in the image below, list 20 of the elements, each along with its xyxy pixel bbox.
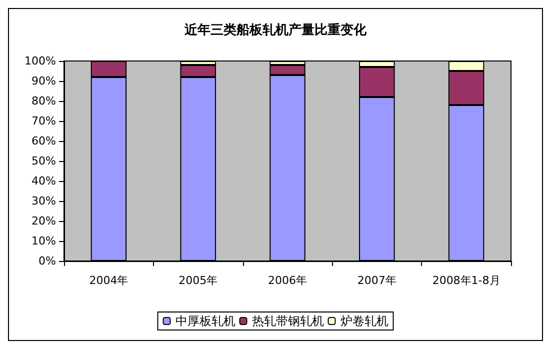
- y-tick-label: 30%: [32, 194, 56, 208]
- x-tick-label: 2005年: [178, 274, 218, 287]
- y-tick-label: 20%: [32, 214, 56, 228]
- x-tick-label: 2004年: [89, 274, 128, 287]
- y-tick-label: 10%: [32, 234, 56, 248]
- legend-label: 热轧带钢轧机: [252, 314, 324, 328]
- y-tick-label: 0%: [38, 254, 56, 268]
- y-tick-label: 60%: [32, 134, 56, 148]
- chart-title: 近年三类船板轧机产量比重变化: [184, 22, 368, 38]
- y-tick-label: 40%: [32, 174, 56, 188]
- x-tick-label: 2008年1-8月: [432, 274, 500, 287]
- legend-label: 中厚板轧机: [175, 314, 236, 328]
- x-tick-label: 2006年: [268, 274, 307, 287]
- y-tick-label: 80%: [32, 94, 56, 108]
- y-tick-label: 70%: [32, 114, 56, 128]
- y-tick-label: 50%: [32, 154, 56, 168]
- y-tick-label: 90%: [32, 74, 56, 88]
- y-tick-label: 100%: [24, 54, 56, 68]
- legend-label: 炉卷轧机: [340, 314, 388, 328]
- x-tick-label: 2007年: [357, 274, 396, 287]
